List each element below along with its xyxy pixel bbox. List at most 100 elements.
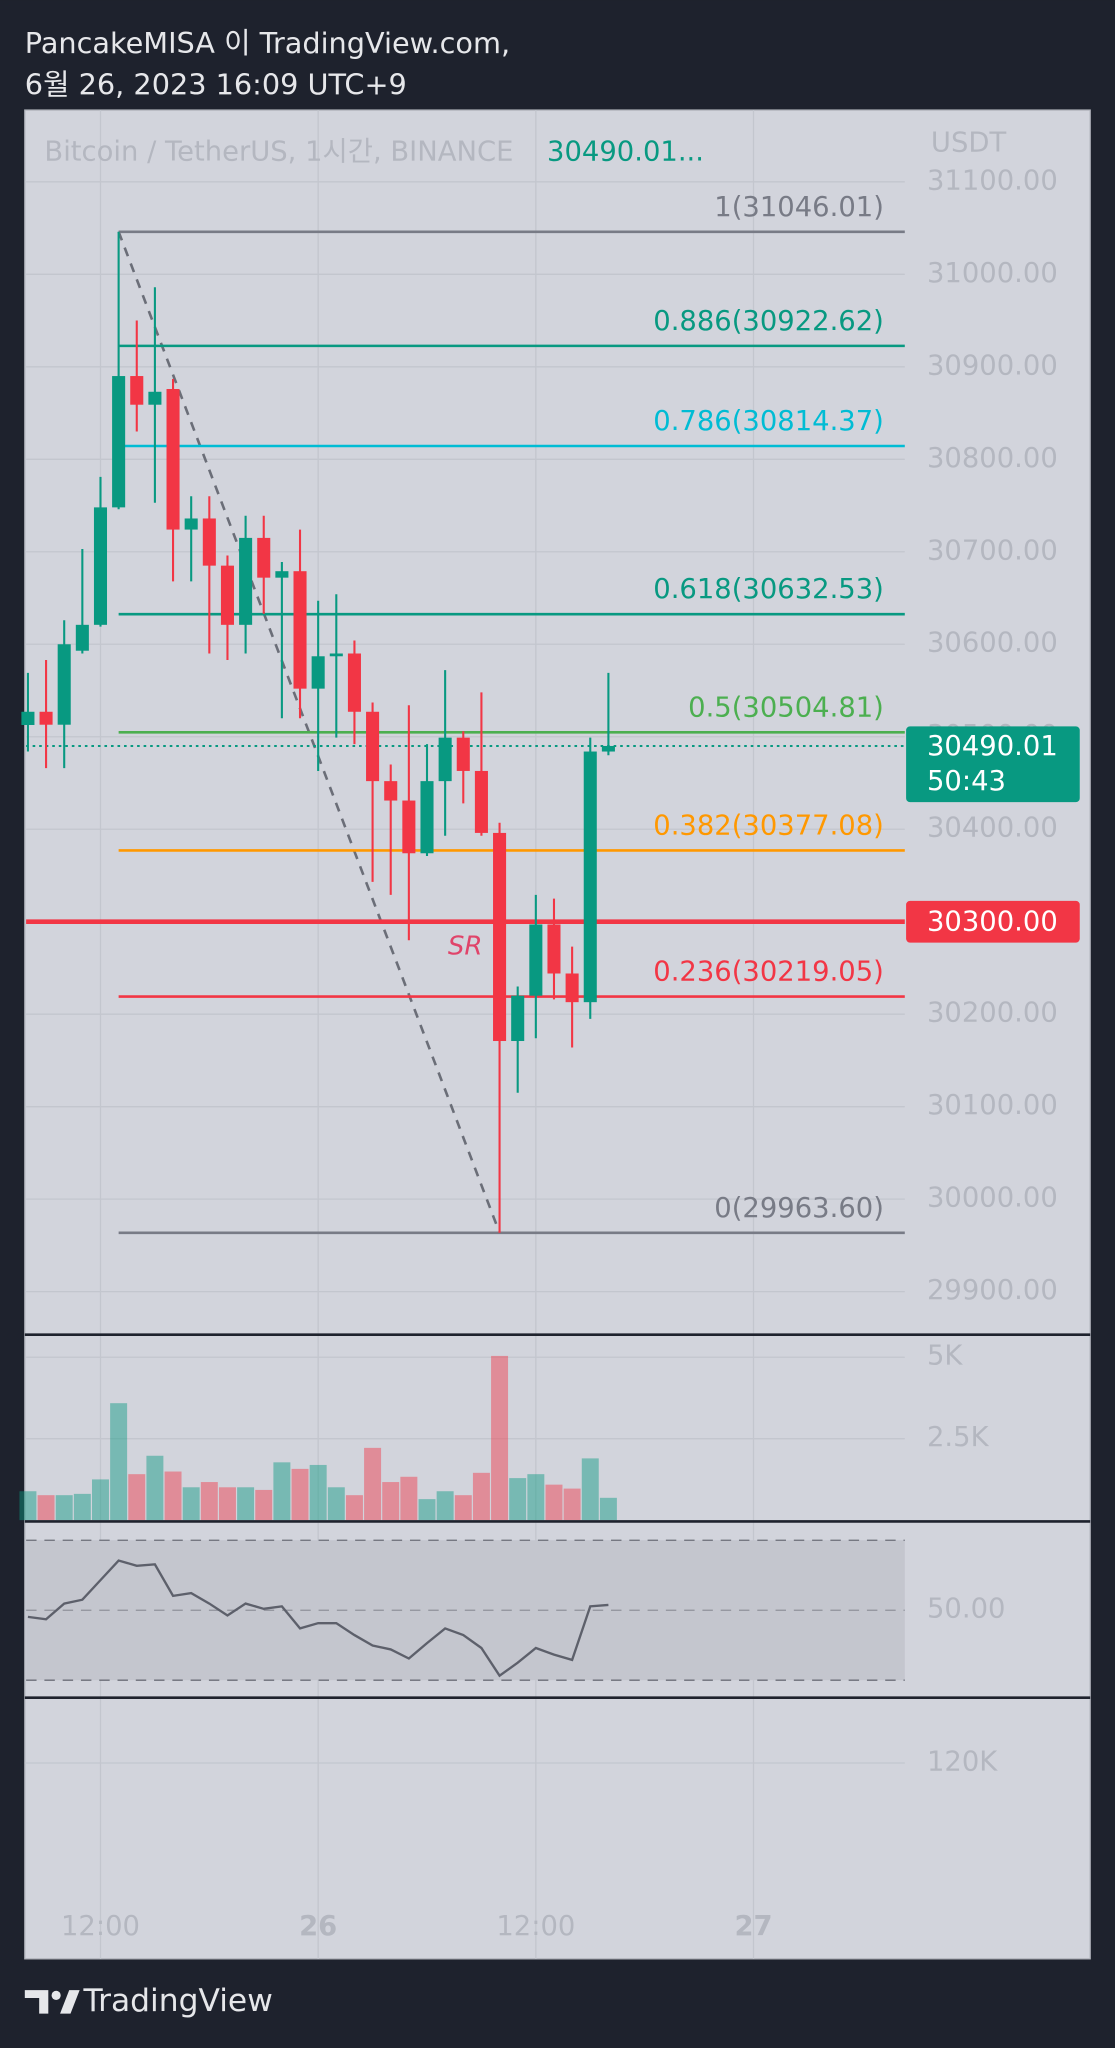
candle-body <box>329 653 343 657</box>
legend-symbol: Bitcoin / TetherUS, 1시간, BINANCE <box>44 137 513 168</box>
candle-body <box>148 391 162 405</box>
y-tick-label: 30700.00 <box>927 535 1058 566</box>
volume-bar <box>128 1474 146 1521</box>
price-tag <box>906 726 1080 803</box>
volume-bar <box>400 1476 418 1521</box>
y-tick-label: 31000.00 <box>927 258 1058 289</box>
candle-body <box>347 653 361 712</box>
fib-label: 0(29963.60) <box>714 1193 884 1224</box>
chart-panel <box>24 109 1091 1960</box>
volume-bar <box>37 1495 55 1521</box>
volume-bar <box>273 1462 291 1521</box>
candle-body <box>39 711 53 725</box>
candle-body <box>438 737 452 782</box>
candle-body <box>166 388 180 530</box>
candle-body <box>112 376 126 508</box>
y-tick-label: 30100.00 <box>927 1090 1058 1121</box>
candle-body <box>21 711 35 725</box>
volume-bar <box>19 1491 37 1521</box>
candle-body <box>239 537 253 625</box>
candle-body <box>202 518 216 566</box>
candle-body <box>456 737 470 771</box>
volume-bar <box>472 1472 490 1521</box>
volume-bar <box>55 1495 73 1521</box>
fib-label: 0.786(30814.37) <box>653 406 884 437</box>
candle-body <box>474 770 488 833</box>
x-tick-label: 12:00 <box>496 1911 575 1942</box>
volume-bar <box>436 1491 454 1521</box>
header-date: 6월 26, 2023 16:09 UTC+9 <box>25 68 407 102</box>
candle-body <box>601 745 615 752</box>
volume-bar <box>418 1499 436 1521</box>
candle-body <box>384 781 398 801</box>
volume-bar <box>237 1487 255 1521</box>
y-tick-label: 31100.00 <box>927 165 1058 196</box>
volume-bar <box>327 1487 345 1521</box>
volume-bar <box>563 1488 581 1521</box>
candle-body <box>93 507 108 625</box>
y-tick-label: 30600.00 <box>927 628 1058 659</box>
fib-label: 0.886(30922.62) <box>653 306 884 337</box>
volume-bar <box>91 1479 109 1521</box>
candle-body <box>402 800 416 854</box>
volume-bar <box>146 1455 164 1521</box>
volume-bar <box>491 1355 509 1521</box>
trend-line <box>117 231 501 1234</box>
volume-bar <box>581 1458 599 1521</box>
price-tag <box>906 900 1080 943</box>
x-tick-label: 27 <box>734 1911 772 1942</box>
fib-label: 0.236(30219.05) <box>653 957 884 988</box>
fib-label: 0.5(30504.81) <box>688 692 884 723</box>
volume-bar <box>309 1464 327 1521</box>
fib-label: 0.382(30377.08) <box>653 810 884 841</box>
annotation: SR <box>448 931 483 961</box>
candle-body <box>75 624 89 651</box>
x-tick-label: 12:00 <box>61 1911 140 1942</box>
brand: TradingView <box>83 1983 273 2019</box>
candle-body <box>583 751 597 1003</box>
candle-body <box>130 376 144 405</box>
y-tick-label: 30900.00 <box>927 350 1058 381</box>
rsi-line <box>27 1559 609 1678</box>
volume-bar <box>509 1478 527 1521</box>
y-tick-label: 30400.00 <box>927 813 1058 844</box>
volume-bar <box>364 1447 382 1521</box>
volume-bar <box>599 1497 617 1521</box>
fib-label: 0.618(30632.53) <box>653 574 884 605</box>
candle-body <box>257 537 271 578</box>
candle-body <box>311 656 325 689</box>
legend-price: 30490.01... <box>547 137 704 168</box>
header-author: PancakeMISA 이 TradingView.com, <box>25 26 510 60</box>
candle-body <box>420 781 434 854</box>
y-tick-label: 5K <box>927 1341 963 1372</box>
candle-body <box>565 973 579 1003</box>
volume-bar <box>345 1495 363 1521</box>
y-tick-label: 50.00 <box>927 1594 1005 1625</box>
candle-body <box>529 924 543 996</box>
candle-body <box>511 995 525 1042</box>
volume-bar <box>545 1484 563 1521</box>
panel-label: 120K <box>927 1746 998 1777</box>
logo <box>24 1990 80 2014</box>
volume-bar <box>291 1468 309 1521</box>
chart-layer: 12:00 26 12:00 27 31100.00 31000.00 30900.00 30… <box>19 110 1080 1959</box>
y-tick-label: 30800.00 <box>927 443 1058 474</box>
candle-body <box>220 565 234 625</box>
candle-body <box>293 571 307 689</box>
x-tick-label: 26 <box>299 1911 337 1942</box>
volume-bar <box>182 1487 200 1521</box>
y-tick-label: 30000.00 <box>927 1183 1058 1214</box>
y-tick-label: 29900.00 <box>927 1275 1058 1306</box>
volume-bar <box>527 1474 545 1521</box>
axis-unit: USDT <box>931 128 1007 159</box>
volume-bar <box>382 1482 400 1521</box>
candle-body <box>366 711 380 782</box>
volume-bar <box>255 1489 273 1521</box>
price-tag-label: 30300.00 <box>927 907 1058 938</box>
volume-bar <box>164 1471 182 1521</box>
volume-bar <box>218 1487 236 1521</box>
volume-bar <box>200 1482 218 1521</box>
volume-bar <box>73 1493 91 1521</box>
price-tag-label: 30490.01 <box>927 731 1058 762</box>
